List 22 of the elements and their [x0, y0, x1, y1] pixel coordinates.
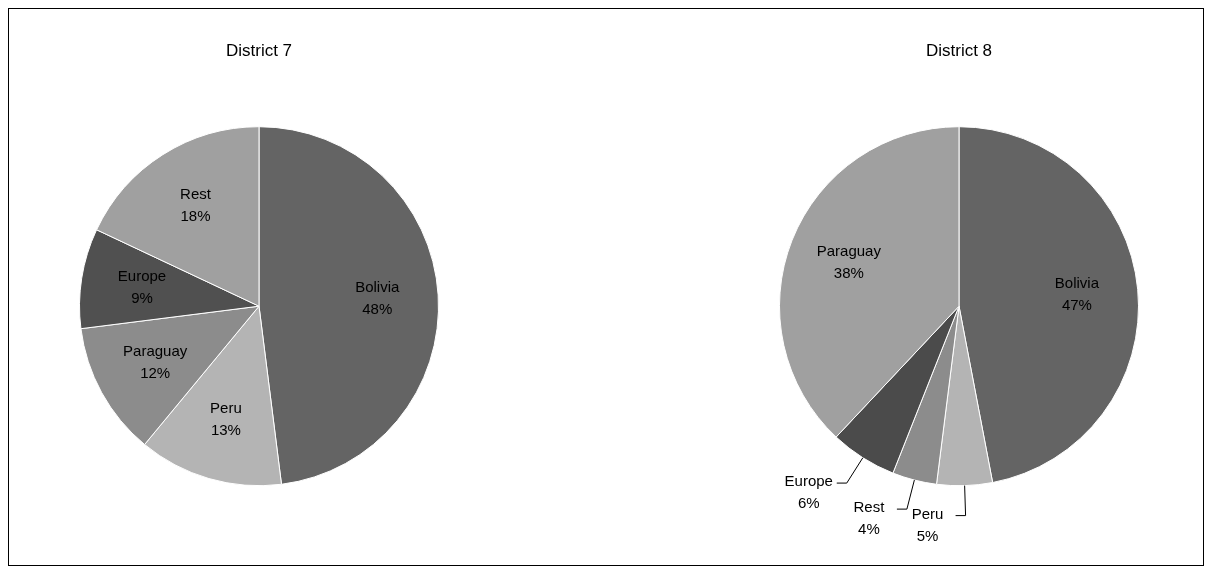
data-label: 12% [140, 364, 171, 382]
slice-label: Peru [210, 399, 242, 417]
slice-label: Europe [784, 472, 833, 490]
slice-label: Rest [853, 498, 886, 516]
data-label: 18% [180, 207, 211, 225]
slice-label: Paraguay [816, 241, 882, 259]
chart-title: District 8 [925, 40, 993, 60]
data-label: 4% [858, 520, 880, 538]
data-label: 47% [1061, 296, 1092, 314]
data-label: 48% [362, 299, 393, 317]
data-label: 6% [797, 494, 820, 512]
data-label: 13% [210, 421, 241, 439]
slice-label: Bolivia [1054, 274, 1100, 292]
slice-label: Peru [911, 504, 944, 522]
data-label: 9% [131, 288, 153, 306]
slice-label: Rest [180, 185, 212, 203]
data-label: 5% [916, 526, 939, 544]
slice-label: Europe [117, 266, 167, 284]
slice-label: Bolivia [355, 277, 400, 295]
chart-title: District 7 [225, 40, 293, 60]
slice-label: Paraguay [123, 342, 188, 360]
data-label: 38% [833, 263, 864, 281]
